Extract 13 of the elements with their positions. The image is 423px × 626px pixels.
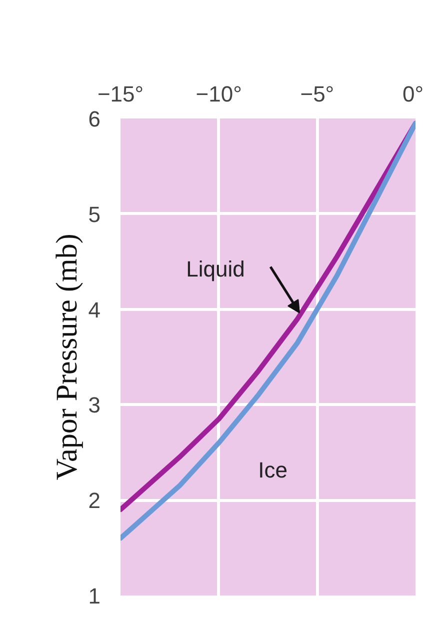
y-tick-label: 6 [88,106,101,132]
y-tick-label: 2 [88,488,101,514]
x-tick-label: −15° [97,82,144,106]
y-axis-title: Vapor Pressure (mb) [50,234,84,480]
y-tick-label: 5 [88,202,101,227]
y-tick-label: 3 [88,392,101,418]
text: Liquid [186,256,245,282]
series-label: Ice [258,457,288,482]
x-tick-label: 0° [402,82,423,106]
y-tick-label: 1 [88,584,101,608]
x-tick-label: −5° [300,82,334,106]
y-tick-label: 4 [88,297,101,322]
x-tick-label: −10° [196,82,242,106]
